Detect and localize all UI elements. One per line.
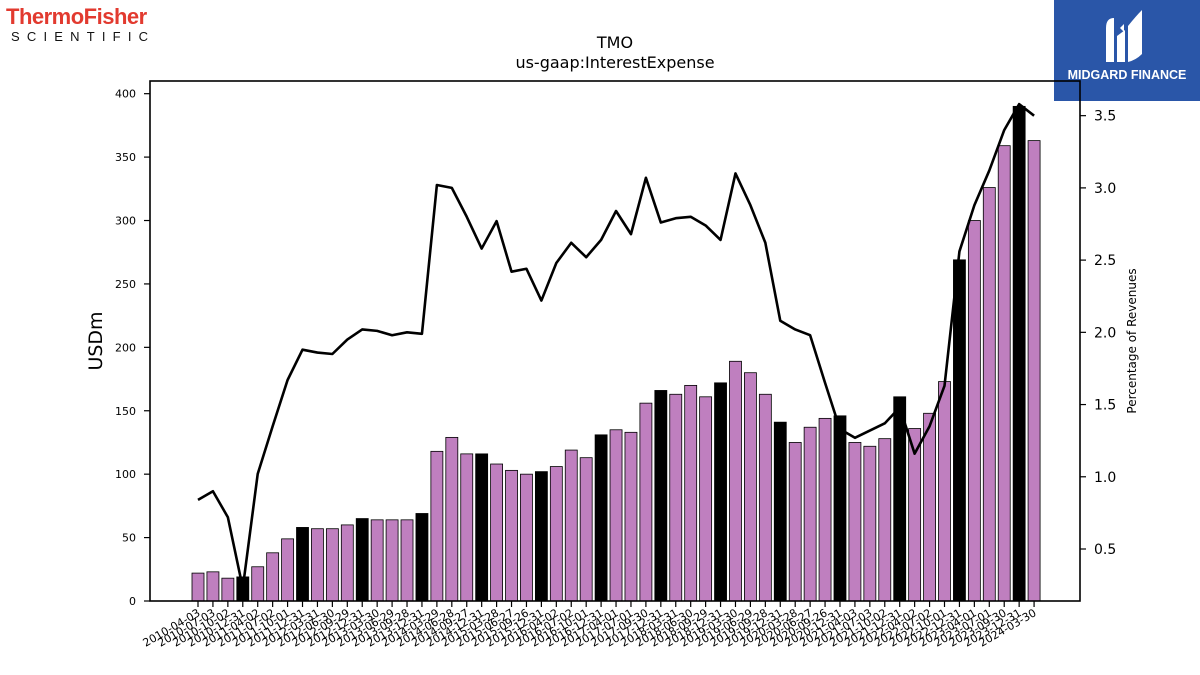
midgard-mark-icon	[1106, 10, 1142, 62]
bar	[833, 415, 847, 602]
bar	[669, 393, 683, 602]
bar	[982, 187, 996, 602]
bar	[564, 449, 578, 602]
bar	[460, 453, 474, 602]
bar	[340, 524, 354, 602]
logo-brand-text: ThermoFisher	[6, 4, 147, 29]
plot-frame	[149, 80, 1081, 602]
bar	[923, 412, 936, 602]
bar	[191, 572, 205, 602]
y2-tick-label: 3.0	[1094, 181, 1116, 197]
bar	[803, 426, 817, 602]
chart-title: TMO	[596, 33, 633, 52]
bar	[311, 528, 324, 602]
bar	[370, 519, 384, 602]
bar	[953, 259, 966, 602]
y-tick-label: 300	[115, 215, 136, 228]
bar	[863, 445, 877, 602]
bar	[878, 438, 892, 602]
y-tick-label: 50	[122, 532, 136, 545]
bar	[490, 463, 504, 602]
y2-tick-label: 0.5	[1094, 542, 1116, 558]
y-axis-label: USDm	[85, 311, 107, 370]
chart-subtitle: us-gaap:InterestExpense	[515, 53, 714, 72]
y2-tick-label: 1.0	[1094, 470, 1116, 486]
bar	[684, 384, 698, 602]
bar	[251, 566, 265, 602]
y-tick-label: 400	[115, 88, 136, 101]
bar	[430, 450, 444, 602]
bar	[400, 519, 414, 602]
bar	[848, 442, 862, 602]
bar	[1027, 140, 1041, 602]
y2-tick-label: 1.5	[1094, 398, 1116, 414]
bar	[385, 519, 399, 602]
y-tick-label: 100	[115, 468, 136, 481]
bar	[818, 417, 832, 602]
bar	[325, 528, 339, 602]
bar	[549, 466, 563, 602]
bar	[624, 431, 638, 602]
y-tick-label: 200	[115, 341, 136, 354]
midgard-logo-label: MIDGARD FINANCE	[1067, 68, 1187, 82]
bar	[415, 513, 429, 602]
y-tick-label: 0	[129, 595, 136, 608]
y2-axis-label: Percentage of Revenues	[1125, 268, 1139, 413]
bar	[296, 527, 309, 602]
bar	[654, 390, 668, 602]
bar	[729, 360, 742, 602]
bar	[579, 457, 593, 602]
bar	[266, 552, 280, 602]
y-tick-label: 350	[115, 151, 136, 164]
bar	[206, 571, 220, 602]
bar	[699, 396, 713, 602]
bar	[773, 421, 787, 602]
bar	[714, 382, 727, 602]
bar	[997, 145, 1011, 602]
bar	[893, 396, 907, 602]
bar	[534, 471, 548, 602]
bar	[938, 381, 951, 602]
bar	[967, 220, 981, 602]
y-tick-label: 150	[115, 405, 136, 418]
bar	[355, 518, 369, 602]
bar	[281, 538, 294, 602]
bar	[475, 453, 489, 602]
y2-tick-label: 3.5	[1094, 109, 1116, 125]
thermo-fisher-logo: ThermoFisher SCIENTIFIC	[6, 4, 181, 46]
logo-sub-text: SCIENTIFIC	[11, 29, 156, 44]
midgard-finance-logo: MIDGARD FINANCE	[1054, 0, 1200, 101]
bar	[609, 429, 623, 602]
revenue-percentage-line	[197, 102, 1035, 590]
y2-tick-label: 2.0	[1094, 325, 1116, 341]
bar	[639, 402, 653, 602]
y-tick-label: 250	[115, 278, 136, 291]
bar	[520, 473, 533, 602]
bar	[221, 577, 235, 602]
bar	[758, 393, 772, 602]
bar	[505, 469, 518, 602]
bar	[445, 436, 459, 602]
bar	[1012, 105, 1026, 602]
bar	[594, 434, 608, 602]
bar	[788, 442, 802, 602]
y2-tick-label: 2.5	[1094, 253, 1116, 269]
bar	[744, 372, 757, 602]
